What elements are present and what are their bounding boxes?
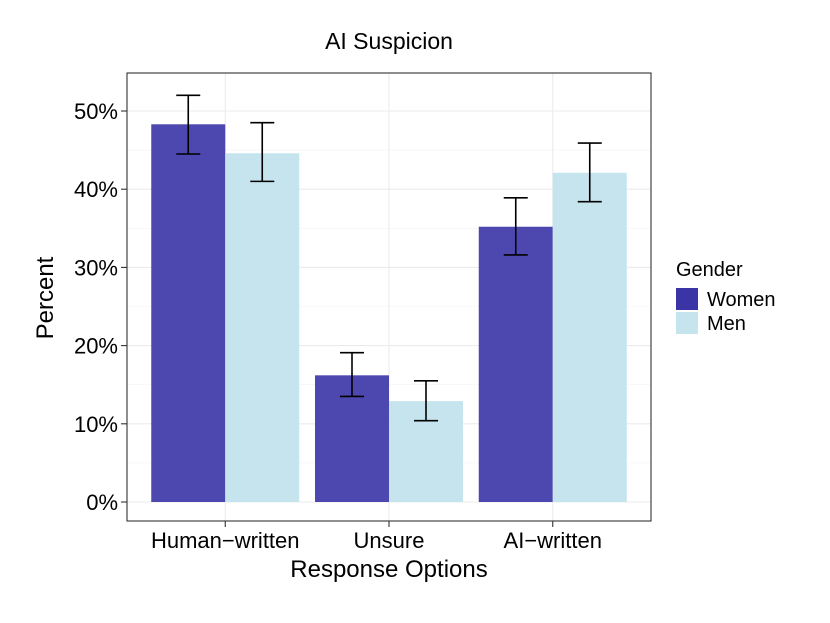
y-axis-title: Percent: [32, 256, 59, 339]
x-tick-label: Unsure: [354, 528, 425, 553]
x-tick-label: AI−written: [504, 528, 602, 553]
bar-men-2: [552, 172, 627, 502]
x-tick-label: Human−written: [151, 528, 300, 553]
bar-men-0: [225, 153, 300, 502]
legend-key-women: [676, 288, 698, 310]
legend-title: Gender: [676, 259, 743, 281]
bar-women-2: [478, 226, 553, 502]
bars: [151, 124, 627, 502]
legend-label-women: Women: [707, 289, 776, 311]
legend-label-men: Men: [707, 313, 746, 335]
y-tick-label: 40%: [74, 177, 118, 202]
bar-women-0: [151, 124, 226, 502]
y-tick-label: 50%: [74, 99, 118, 124]
y-axis: 0% 10% 20% 30% 40% 50%: [74, 99, 127, 515]
y-tick-label: 20%: [74, 334, 118, 359]
legend-key-men: [676, 312, 698, 334]
y-tick-label: 10%: [74, 412, 118, 437]
y-tick-label: 30%: [74, 255, 118, 280]
error-bars: [176, 94, 602, 422]
x-axis-title: Response Options: [290, 556, 487, 583]
x-axis: Human−written Unsure AI−written: [151, 521, 602, 553]
y-tick-label: 0%: [86, 490, 118, 515]
chart-title: AI Suspicion: [325, 28, 453, 54]
